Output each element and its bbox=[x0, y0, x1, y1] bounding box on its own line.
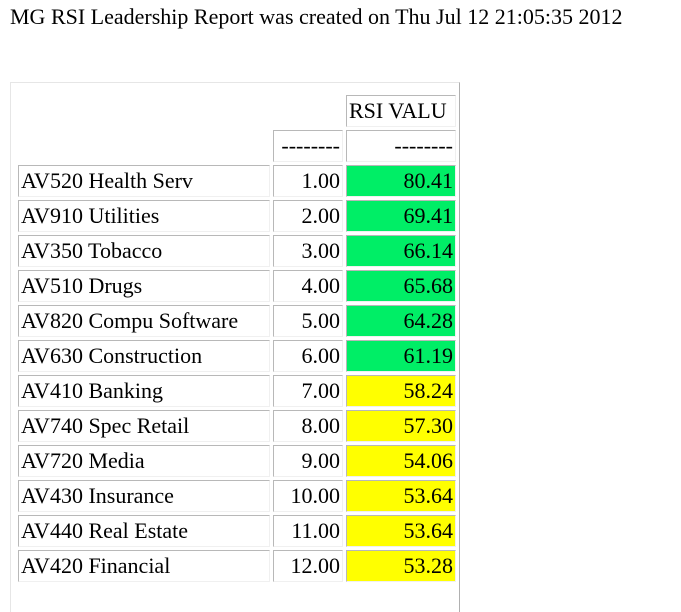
table-row: AV350 Tobacco 3.00 66.14 bbox=[18, 235, 456, 267]
dash-value-cell: -------- bbox=[346, 130, 456, 162]
rank-cell: 10.00 bbox=[273, 480, 343, 512]
rsi-value-cell: 65.68 bbox=[346, 270, 456, 302]
rank-cell: 9.00 bbox=[273, 445, 343, 477]
sector-name-cell: AV510 Drugs bbox=[18, 270, 270, 302]
table-body: AV520 Health Serv 1.00 80.41 AV910 Utilitie… bbox=[18, 165, 456, 582]
rsi-table: RSI VALU -------- -------- AV520 Health … bbox=[15, 92, 459, 585]
header-rank-cell bbox=[273, 95, 343, 127]
sector-name-cell: AV720 Media bbox=[18, 445, 270, 477]
sector-name-cell: AV740 Spec Retail bbox=[18, 410, 270, 442]
table-row: AV520 Health Serv 1.00 80.41 bbox=[18, 165, 456, 197]
rsi-value-cell: 53.64 bbox=[346, 515, 456, 547]
sector-name-cell: AV410 Banking bbox=[18, 375, 270, 407]
rsi-value-cell: 57.30 bbox=[346, 410, 456, 442]
table-row: AV630 Construction 6.00 61.19 bbox=[18, 340, 456, 372]
rsi-value-cell: 58.24 bbox=[346, 375, 456, 407]
rank-cell: 4.00 bbox=[273, 270, 343, 302]
rsi-value-cell: 66.14 bbox=[346, 235, 456, 267]
header-row: RSI VALU bbox=[18, 95, 456, 127]
rsi-table-container: RSI VALU -------- -------- AV520 Health … bbox=[10, 82, 460, 612]
rank-cell: 11.00 bbox=[273, 515, 343, 547]
rank-cell: 1.00 bbox=[273, 165, 343, 197]
table-row: AV410 Banking 7.00 58.24 bbox=[18, 375, 456, 407]
header-rsi-value: RSI VALU bbox=[346, 95, 456, 127]
dash-rank-cell: -------- bbox=[273, 130, 343, 162]
table-row: AV510 Drugs 4.00 65.68 bbox=[18, 270, 456, 302]
sector-name-cell: AV420 Financial bbox=[18, 550, 270, 582]
rsi-value-cell: 53.28 bbox=[346, 550, 456, 582]
table-row: AV820 Compu Software 5.00 64.28 bbox=[18, 305, 456, 337]
sector-name-cell: AV430 Insurance bbox=[18, 480, 270, 512]
rsi-value-cell: 61.19 bbox=[346, 340, 456, 372]
sector-name-cell: AV440 Real Estate bbox=[18, 515, 270, 547]
rsi-value-cell: 54.06 bbox=[346, 445, 456, 477]
table-row: AV910 Utilities 2.00 69.41 bbox=[18, 200, 456, 232]
report-title: MG RSI Leadership Report was created on … bbox=[10, 4, 623, 29]
table-row: AV420 Financial 12.00 53.28 bbox=[18, 550, 456, 582]
rank-cell: 2.00 bbox=[273, 200, 343, 232]
sector-name-cell: AV350 Tobacco bbox=[18, 235, 270, 267]
table-row: AV720 Media 9.00 54.06 bbox=[18, 445, 456, 477]
table-row: AV740 Spec Retail 8.00 57.30 bbox=[18, 410, 456, 442]
rsi-value-cell: 64.28 bbox=[346, 305, 456, 337]
table-row: AV440 Real Estate 11.00 53.64 bbox=[18, 515, 456, 547]
sector-name-cell: AV910 Utilities bbox=[18, 200, 270, 232]
sector-name-cell: AV820 Compu Software bbox=[18, 305, 270, 337]
dash-row: -------- -------- bbox=[18, 130, 456, 162]
sector-name-cell: AV630 Construction bbox=[18, 340, 270, 372]
rank-cell: 7.00 bbox=[273, 375, 343, 407]
sector-name-cell: AV520 Health Serv bbox=[18, 165, 270, 197]
rsi-value-cell: 53.64 bbox=[346, 480, 456, 512]
table-row: AV430 Insurance 10.00 53.64 bbox=[18, 480, 456, 512]
rsi-value-cell: 80.41 bbox=[346, 165, 456, 197]
rank-cell: 5.00 bbox=[273, 305, 343, 337]
rank-cell: 12.00 bbox=[273, 550, 343, 582]
rsi-value-cell: 69.41 bbox=[346, 200, 456, 232]
dash-name-cell bbox=[18, 130, 270, 162]
rank-cell: 3.00 bbox=[273, 235, 343, 267]
rank-cell: 6.00 bbox=[273, 340, 343, 372]
header-name-cell bbox=[18, 95, 270, 127]
rank-cell: 8.00 bbox=[273, 410, 343, 442]
